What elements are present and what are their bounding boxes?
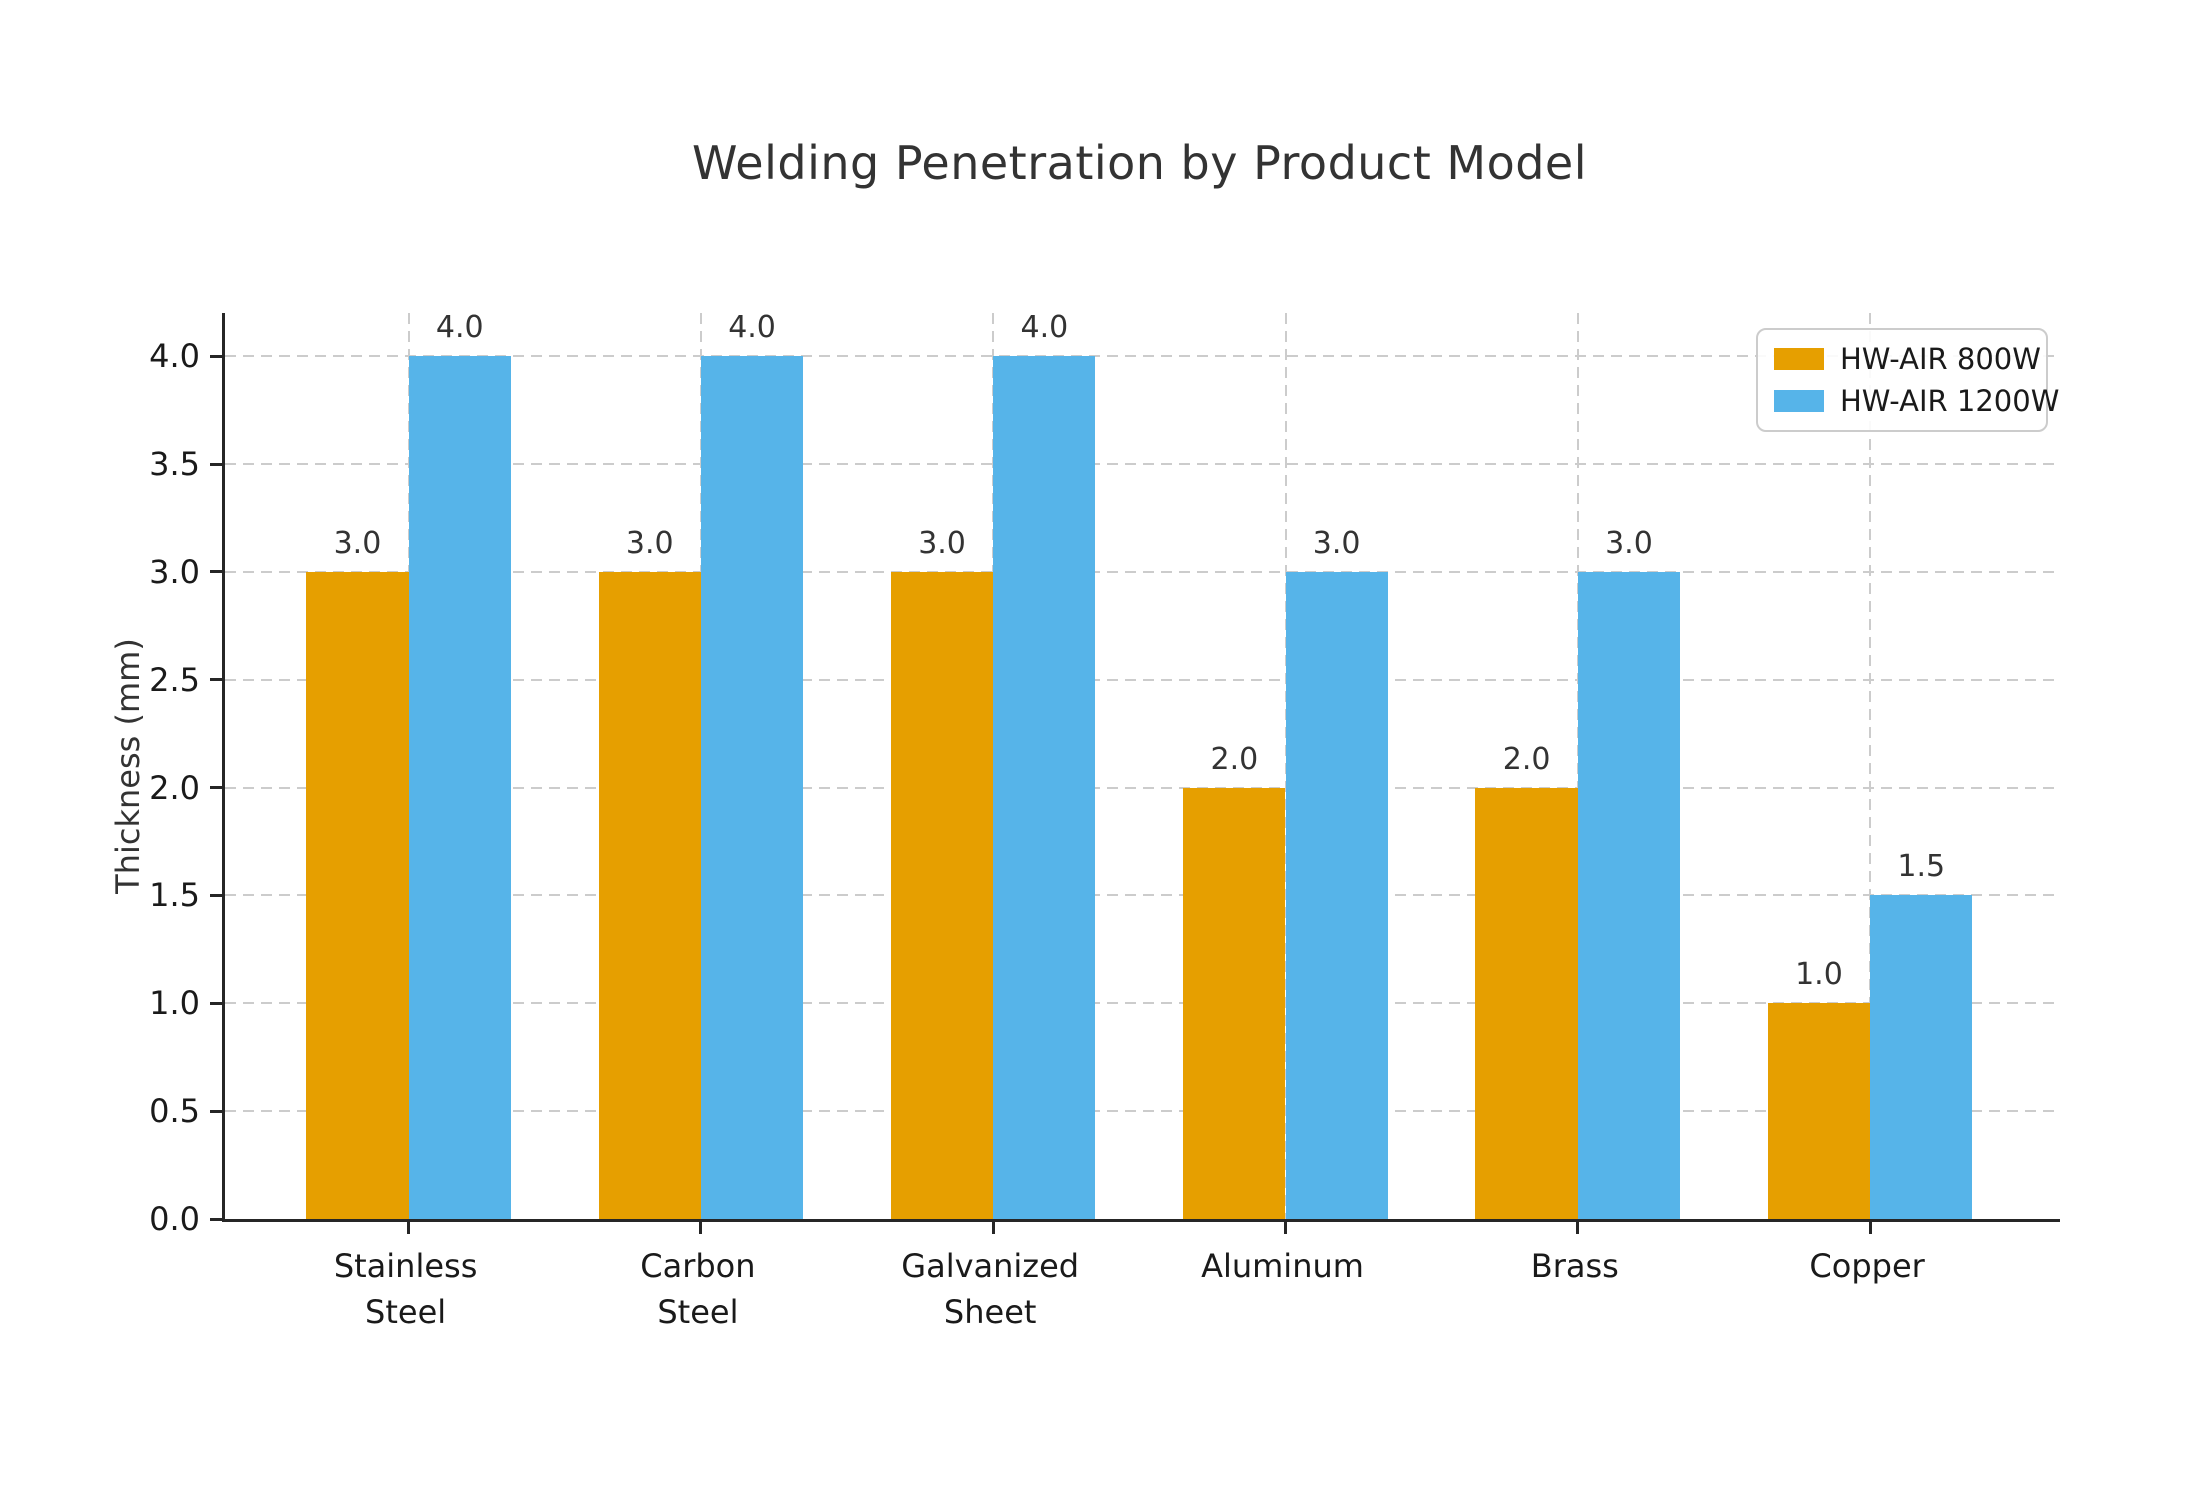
value-label: 1.5 bbox=[1897, 849, 1946, 885]
y-tick-label: 3.5 bbox=[149, 445, 200, 483]
gridline-h bbox=[225, 678, 2060, 681]
x-tick-label: Aluminum bbox=[1123, 1243, 1443, 1289]
legend-label: HW-AIR 1200W bbox=[1840, 384, 2060, 418]
y-tick-mark bbox=[210, 678, 222, 682]
bar-hw-air-800w bbox=[1767, 1003, 1871, 1219]
x-tick-label-line: Carbon bbox=[640, 1247, 756, 1285]
x-tick-mark bbox=[1284, 1222, 1287, 1234]
y-tick-mark bbox=[210, 1217, 222, 1221]
value-label: 2.0 bbox=[1210, 741, 1259, 777]
value-label: 1.0 bbox=[1795, 957, 1843, 993]
value-label: 3.0 bbox=[918, 525, 966, 561]
legend-item: HW-AIR 800W bbox=[1774, 342, 2041, 376]
y-tick-mark bbox=[210, 786, 222, 790]
x-tick-mark bbox=[407, 1222, 411, 1234]
x-tick-label-line: Stainless bbox=[333, 1247, 478, 1285]
value-label: 4.0 bbox=[1020, 310, 1069, 346]
gridline-h bbox=[225, 786, 2060, 789]
x-tick-mark bbox=[1868, 1222, 1872, 1234]
y-tick-label: 4.0 bbox=[149, 337, 200, 376]
x-tick-label-line: Sheet bbox=[943, 1293, 1037, 1331]
value-label: 4.0 bbox=[728, 310, 776, 346]
gridline-h bbox=[225, 1002, 2060, 1005]
x-tick-label-line: Steel bbox=[657, 1293, 739, 1331]
legend-label: HW-AIR 800W bbox=[1840, 342, 2041, 376]
y-tick-label: 1.5 bbox=[149, 876, 200, 915]
bar-hw-air-800w bbox=[1183, 787, 1286, 1219]
x-tick-mark bbox=[1576, 1222, 1580, 1234]
y-tick-mark bbox=[210, 354, 222, 358]
legend-swatch bbox=[1774, 348, 1824, 370]
gridline-h bbox=[225, 570, 2060, 573]
bar-hw-air-1200w bbox=[408, 356, 511, 1219]
legend-swatch bbox=[1774, 390, 1824, 412]
bar-hw-air-1200w bbox=[1870, 895, 1973, 1219]
x-tick-label-line: Galvanized bbox=[901, 1247, 1080, 1285]
x-tick-label-line: Aluminum bbox=[1201, 1247, 1364, 1285]
x-tick-mark bbox=[991, 1222, 995, 1234]
bar-hw-air-800w bbox=[890, 571, 994, 1219]
value-label: 3.0 bbox=[1312, 525, 1361, 561]
gridline-h bbox=[225, 894, 2060, 897]
x-tick-label-line: Brass bbox=[1530, 1247, 1619, 1285]
y-tick-label: 0.5 bbox=[149, 1092, 200, 1131]
y-tick-mark bbox=[210, 1001, 222, 1005]
gridline-h bbox=[225, 463, 2060, 465]
bar-hw-air-1200w bbox=[1577, 571, 1681, 1219]
gridline-v bbox=[1869, 313, 1872, 1219]
x-tick-label: Carbon Steel bbox=[538, 1243, 858, 1335]
y-tick-label: 2.5 bbox=[149, 660, 200, 699]
gridline-h bbox=[225, 355, 2060, 358]
gridline-h bbox=[225, 1110, 2060, 1113]
x-tick-mark bbox=[699, 1222, 703, 1234]
y-tick-mark bbox=[210, 462, 222, 466]
bar-hw-air-1200w bbox=[993, 356, 1096, 1219]
plot-area: 3.0 3.0 3.0 2.0 2.0 1.0 4.0 4.0 4.0 3.0 3.0 1.5 bbox=[210, 310, 2060, 1234]
y-tick-mark bbox=[210, 1109, 222, 1113]
x-tick-label: Stainless Steel bbox=[246, 1243, 566, 1335]
bar-hw-air-800w bbox=[306, 571, 409, 1219]
legend: HW-AIR 800W HW-AIR 1200W bbox=[1756, 328, 2059, 432]
y-tick-label: 3.0 bbox=[149, 552, 200, 591]
value-label: 3.0 bbox=[625, 525, 674, 561]
value-label: 4.0 bbox=[435, 310, 484, 346]
bar-hw-air-800w bbox=[598, 571, 701, 1219]
x-tick-label: Galvanized Sheet bbox=[830, 1243, 1150, 1335]
y-tick-mark bbox=[210, 570, 222, 574]
bar-hw-air-1200w bbox=[700, 356, 804, 1219]
x-tick-label-line: Steel bbox=[365, 1293, 447, 1331]
y-tick-label: 0.0 bbox=[149, 1200, 200, 1238]
bar-hw-air-1200w bbox=[1285, 571, 1388, 1219]
y-tick-label: 1.0 bbox=[149, 984, 200, 1023]
y-tick-mark bbox=[210, 893, 222, 897]
x-tick-label-line: Copper bbox=[1809, 1247, 1925, 1285]
bar-hw-air-800w bbox=[1475, 787, 1578, 1219]
value-label: 3.0 bbox=[1605, 525, 1653, 561]
legend-item: HW-AIR 1200W bbox=[1774, 384, 2059, 418]
x-tick-label: Copper bbox=[1707, 1243, 2027, 1289]
chart-title: Welding Penetration by Product Model bbox=[692, 136, 1587, 190]
y-tick-label: 2.0 bbox=[149, 768, 200, 807]
x-tick-label: Brass bbox=[1415, 1243, 1735, 1289]
value-label: 3.0 bbox=[333, 525, 382, 561]
value-label: 2.0 bbox=[1502, 741, 1551, 777]
